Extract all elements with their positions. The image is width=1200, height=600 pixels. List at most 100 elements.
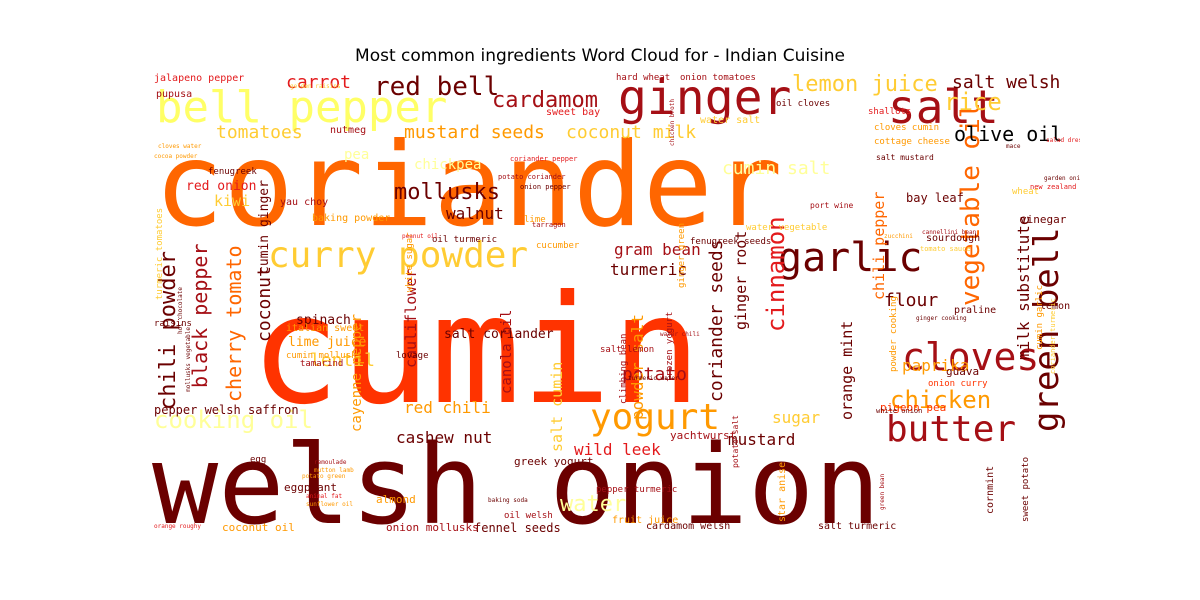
word: welsh onion — [152, 421, 881, 540]
word: green bean — [879, 473, 886, 510]
word: walnut — [446, 204, 504, 223]
word: egg — [250, 455, 267, 465]
word: red onion — [186, 179, 257, 194]
word: cottage cheese — [874, 137, 950, 147]
word: spinach — [296, 313, 351, 328]
word: hard wheat — [616, 73, 671, 83]
word: turmeric — [610, 260, 688, 279]
word: gram bean — [614, 240, 701, 259]
word: ginger cooking — [916, 315, 967, 322]
word: salt cumin — [548, 361, 566, 452]
word: water — [560, 492, 627, 517]
word: mollusks vegetable — [185, 326, 192, 392]
word: potato coriander — [498, 173, 566, 181]
word: cashew nut — [396, 428, 493, 447]
word: chickpea — [414, 157, 482, 173]
word: white sugar — [405, 232, 415, 292]
word: black pepper — [188, 243, 212, 389]
word: oil welsh — [504, 511, 553, 521]
word: mollusks — [394, 180, 500, 205]
word: butter — [886, 409, 1017, 450]
word: carrot — [286, 72, 352, 93]
word: lemon juice — [792, 72, 938, 97]
word: greek yogurt — [514, 455, 594, 468]
word: sweet bay — [546, 107, 601, 118]
word: sourdough — [926, 233, 981, 244]
word: pepper turmeric — [596, 485, 678, 495]
word: chicken broth — [669, 99, 676, 146]
word: orange roughy — [154, 523, 201, 530]
word: mace — [1006, 143, 1021, 150]
word: yau choy — [280, 197, 329, 208]
word-cloud: cumin coriander welsh onion bell pepper … — [150, 70, 1080, 540]
word: turmeric water — [628, 375, 679, 382]
word: remoulade — [314, 459, 347, 466]
word: animal fat — [306, 493, 343, 500]
word: lime — [524, 215, 546, 225]
word: cinnamon — [762, 216, 790, 332]
word: raisins — [154, 319, 192, 329]
word: sugar — [772, 408, 821, 427]
word: yogurt — [590, 397, 721, 438]
word: cumin salt — [722, 158, 831, 179]
word: water chili — [660, 331, 700, 338]
word: cloves water — [158, 143, 202, 150]
word: wheat — [1012, 187, 1040, 197]
word: cherry tomato — [222, 245, 246, 402]
word: garden onion — [1044, 175, 1080, 182]
word: vinegar — [1020, 213, 1067, 226]
word: salt mustard — [876, 153, 934, 162]
word: eggplant — [284, 481, 337, 494]
word: baking soda — [488, 497, 528, 504]
word: coconut oil — [222, 521, 295, 534]
word: star anise — [777, 461, 788, 522]
word: zucchini — [884, 233, 913, 240]
word: bay leaf — [906, 191, 964, 205]
word: lemon — [1040, 301, 1071, 312]
word: port wine — [810, 201, 854, 210]
word: saffron — [248, 403, 299, 417]
word: lime juice — [288, 335, 367, 350]
word: water salt — [700, 115, 761, 126]
word: praline — [954, 305, 997, 316]
word: coriander pepper — [510, 155, 578, 163]
word: ginger green — [677, 222, 687, 288]
word: sweet potato — [1021, 456, 1031, 522]
word: wild leek — [574, 440, 661, 459]
word: salt — [888, 80, 999, 134]
word: cannellini bean — [922, 229, 977, 236]
word: cocoa powder — [154, 153, 198, 160]
word: water vegetable — [746, 223, 828, 233]
word: chili pepper — [870, 191, 888, 300]
word: new zealand — [1030, 183, 1077, 191]
word: pupusa — [156, 89, 193, 100]
word: coconut milk — [566, 122, 697, 143]
word: onion tomatoes — [680, 73, 756, 83]
word: cloves — [902, 335, 1040, 379]
word: onion pepper — [520, 183, 571, 191]
word: canola oil — [499, 309, 515, 394]
word: salt welsh — [952, 72, 1061, 93]
word: garlic — [778, 235, 923, 281]
word: yachtwurst — [670, 429, 737, 442]
word: pepper welsh — [154, 403, 241, 417]
word: curry powder — [268, 235, 529, 276]
word: golden raisins — [290, 83, 341, 90]
word: mustard — [728, 430, 796, 449]
word: tarragon — [532, 221, 566, 229]
word: lentil — [310, 350, 376, 371]
word: cornmint — [985, 465, 996, 514]
word: red chili — [404, 398, 491, 417]
word: nutmeg — [330, 125, 367, 136]
word: potato salt — [731, 415, 740, 468]
word: coriander turmeric — [1049, 298, 1057, 374]
word: chicken — [890, 386, 992, 414]
word: fenugreek — [208, 167, 257, 177]
chart-title: Most common ingredients Word Cloud for -… — [355, 46, 845, 66]
word: hot chocolate — [177, 287, 184, 334]
word: pea — [344, 147, 370, 163]
word: onion curry — [928, 379, 988, 389]
word: fenugreek seeds — [690, 237, 772, 247]
word: cucumber — [536, 241, 580, 251]
word: lovage — [396, 351, 429, 361]
